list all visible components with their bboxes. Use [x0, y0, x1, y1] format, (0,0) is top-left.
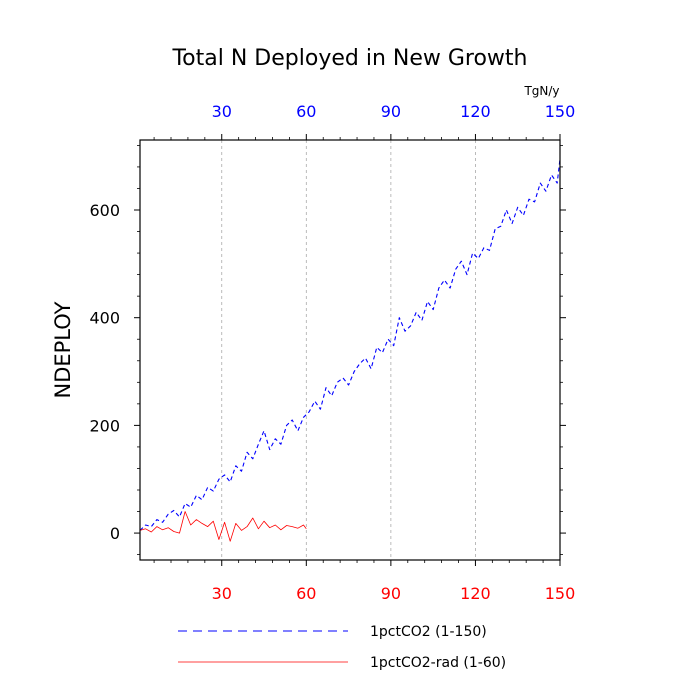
x-tick-label-top: 150: [545, 102, 576, 121]
x-tick-label-bottom: 30: [212, 584, 232, 603]
units-label: TgN/y: [523, 84, 559, 98]
x-tick-label-top: 90: [381, 102, 401, 121]
x-tick-label-bottom: 120: [460, 584, 491, 603]
x-tick-label-top: 120: [460, 102, 491, 121]
axis-ticks: [134, 134, 566, 566]
legend-label-1: 1pctCO2 (1-150): [370, 624, 487, 640]
y-axis-label: NDEPLOY: [51, 301, 75, 398]
y-tick-label: 600: [89, 201, 120, 220]
x-tick-label-bottom: 150: [545, 584, 576, 603]
grid-lines: [221, 140, 476, 560]
legend: 1pctCO2 (1-150) 1pctCO2-rad (1-60): [178, 624, 506, 671]
series-line-1: [139, 158, 561, 531]
x-tick-label-top: 30: [212, 102, 232, 121]
y-tick-label: 0: [110, 524, 120, 543]
plot-frame: [139, 139, 561, 561]
series-lines: [139, 158, 561, 542]
x-tick-label-bottom: 60: [296, 584, 316, 603]
y-tick-label: 200: [89, 416, 120, 435]
tick-labels: 30 30 60 60 90 90 120 120 150 150 0 200 400 600: [89, 102, 575, 603]
x-tick-label-bottom: 90: [381, 584, 401, 603]
chart-title: Total N Deployed in New Growth: [171, 46, 527, 71]
y-tick-label: 400: [89, 309, 120, 328]
x-tick-label-top: 60: [296, 102, 316, 121]
legend-label-2: 1pctCO2-rad (1-60): [370, 655, 506, 671]
series-line-2: [139, 511, 307, 542]
